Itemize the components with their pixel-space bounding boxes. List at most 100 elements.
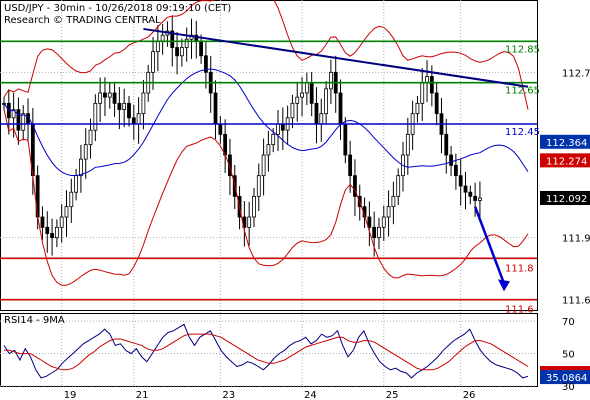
- rsi-tick-label: 70: [562, 317, 575, 328]
- rsi-title: RSI14 - 9MA: [4, 315, 65, 326]
- level-label: 112.65: [505, 86, 540, 97]
- candle-body: [98, 92, 103, 104]
- candle-body: [69, 191, 74, 208]
- candle-body: [319, 113, 324, 125]
- candle-body: [16, 109, 21, 131]
- candle-body: [83, 144, 88, 160]
- candle-body: [204, 55, 208, 73]
- x-tick-label: 19: [64, 390, 77, 400]
- candle-body: [199, 40, 204, 57]
- candle-body: [353, 175, 357, 197]
- candle-body: [405, 133, 410, 156]
- candle-body: [300, 92, 304, 98]
- candle-body: [107, 92, 112, 98]
- candle-body: [425, 76, 429, 84]
- candle-body: [64, 206, 69, 218]
- x-tick-label: 21: [136, 390, 149, 400]
- candle-body: [252, 195, 256, 218]
- candle-body: [11, 109, 16, 119]
- rsi-tag-label: 35.0864: [546, 373, 587, 384]
- projection-arrow-head: [497, 279, 510, 292]
- candle-body: [54, 226, 59, 239]
- candle-body: [343, 123, 348, 156]
- y-tick-label: 111.9: [562, 234, 590, 245]
- candle-body: [295, 96, 300, 104]
- level-label: 111.6: [505, 305, 534, 316]
- candle-body: [256, 175, 261, 197]
- candle-body: [348, 154, 353, 177]
- candle-body: [328, 71, 333, 90]
- price-panel-frame: [0, 0, 538, 311]
- chart-title: USD/JPY - 30min - 10/26/2018 09:19:10 (C…: [4, 3, 231, 14]
- candle-body: [213, 92, 218, 125]
- candle-body: [458, 175, 463, 187]
- level-label: 112.85: [505, 44, 540, 55]
- candle-body: [170, 30, 175, 48]
- candle-body: [21, 113, 26, 131]
- candle-body: [338, 92, 343, 125]
- rsi-line: [3, 323, 529, 379]
- candle-body: [88, 129, 93, 146]
- candle-body: [184, 38, 189, 48]
- rsi-tag-box: [540, 370, 590, 385]
- candle-body: [324, 88, 328, 115]
- x-tick-label: 23: [222, 390, 235, 400]
- candle-body: [386, 206, 391, 218]
- rsi-tick-label: 50: [562, 350, 575, 361]
- bollinger-lower-line: [3, 109, 529, 286]
- candle-body: [290, 102, 295, 119]
- chart-subtitle: Research © TRADING CENTRAL: [4, 15, 161, 26]
- price-tag-box: [540, 190, 590, 205]
- candle-body: [266, 144, 271, 156]
- candle-body: [40, 216, 45, 228]
- candle-body: [444, 133, 449, 156]
- projection-arrow-shaft: [473, 206, 506, 284]
- candle-body: [415, 102, 420, 115]
- candle-body: [179, 47, 184, 57]
- candle-body: [280, 123, 285, 131]
- price-tag-label: 112.092: [546, 194, 587, 205]
- x-tick-label: 25: [386, 390, 399, 400]
- candle-body: [127, 102, 131, 119]
- candle-body: [93, 102, 98, 131]
- x-tick-label: 26: [463, 390, 476, 400]
- x-tick-label: 24: [304, 390, 317, 400]
- candle-body: [391, 195, 396, 208]
- candle-body: [103, 92, 107, 98]
- candle-body: [434, 92, 439, 115]
- candle-body: [151, 51, 155, 73]
- candle-body: [136, 113, 141, 125]
- rsi-panel-frame: [0, 313, 538, 387]
- moving-average-line: [3, 68, 529, 176]
- candle-body: [79, 158, 83, 177]
- candle-body: [160, 34, 165, 42]
- candle-body: [117, 102, 122, 110]
- candle-body: [276, 123, 280, 135]
- candle-body: [131, 117, 136, 125]
- candle-body: [122, 102, 127, 110]
- candle-body: [261, 154, 266, 177]
- candle-body: [468, 191, 473, 197]
- y-tick-label: 111.6: [562, 296, 590, 307]
- bollinger-upper-line: [3, 0, 529, 110]
- candle-body: [473, 195, 478, 201]
- candle-body: [74, 175, 79, 193]
- candle-body: [478, 197, 482, 201]
- candle-body: [429, 76, 434, 94]
- price-tag-label: 112.274: [546, 156, 587, 167]
- candle-body: [381, 216, 386, 228]
- candle-body: [309, 82, 314, 104]
- rsi-ma-line: [4, 333, 529, 371]
- candle-body: [372, 226, 377, 239]
- candle-body: [50, 233, 54, 239]
- candle-body: [314, 102, 319, 125]
- candle-body: [155, 40, 160, 53]
- candle-body: [463, 185, 468, 193]
- rsi-tick-label: 30: [562, 382, 575, 393]
- candle-body: [247, 216, 252, 228]
- candle-body: [420, 82, 425, 104]
- candle-body: [175, 47, 179, 57]
- candle-body: [45, 226, 50, 234]
